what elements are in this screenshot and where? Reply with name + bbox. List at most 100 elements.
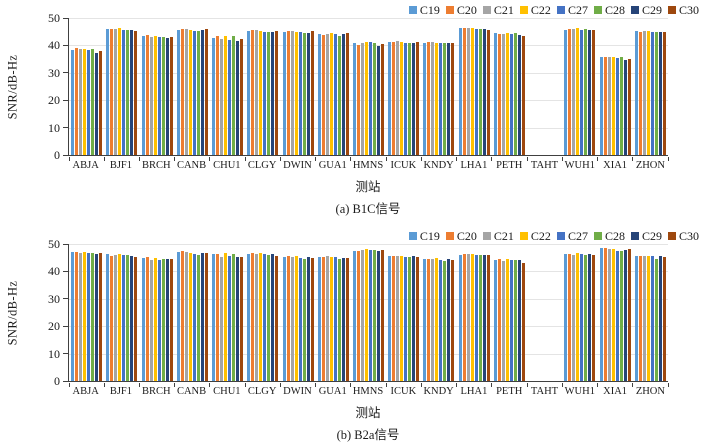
bar-c29-dwin bbox=[306, 32, 310, 155]
bar-c20-clgy bbox=[251, 253, 255, 381]
bar-c27-lha1 bbox=[474, 254, 478, 381]
x-category-label-wuh1: WUH1 bbox=[564, 160, 595, 171]
x-tick-mark bbox=[561, 383, 563, 387]
bar-c21-wuh1 bbox=[572, 254, 576, 381]
bar-c30-gua1 bbox=[345, 258, 349, 381]
bar-c29-icuk bbox=[412, 256, 416, 381]
bar-c19-xia1 bbox=[599, 57, 603, 155]
x-category-label-peth: PETH bbox=[496, 386, 523, 397]
gridline bbox=[69, 100, 668, 102]
bar-c21-gua1 bbox=[325, 33, 329, 155]
bar-c21-canb bbox=[184, 28, 188, 155]
bar-group-clgy bbox=[245, 18, 280, 155]
x-tick-mark bbox=[632, 157, 634, 161]
x-axis-title: 测站 bbox=[355, 180, 381, 194]
bar-c20-chu1 bbox=[216, 35, 220, 155]
legend-label-c27: C27 bbox=[567, 229, 588, 243]
bar-c27-lha1 bbox=[474, 28, 478, 155]
bar-c29-xia1 bbox=[623, 60, 627, 155]
legend-item-c22: C22 bbox=[519, 228, 551, 244]
bar-c22-hmns bbox=[364, 41, 368, 155]
bar-c30-kndy bbox=[451, 259, 455, 381]
bar-c29-brch bbox=[165, 258, 169, 381]
legend: C19 C20 C21 C22 C27 C28 C29 C30 bbox=[0, 228, 705, 244]
bar-group-icuk bbox=[386, 18, 421, 155]
bar-group-gua1 bbox=[316, 18, 351, 155]
x-category-label-lha1: LHA1 bbox=[460, 386, 488, 397]
bar-c20-hmns bbox=[356, 45, 360, 155]
x-category-label-gua1: GUA1 bbox=[318, 160, 347, 171]
bar-c22-xia1 bbox=[611, 56, 615, 155]
legend-label-c20: C20 bbox=[456, 229, 477, 243]
bar-c21-xia1 bbox=[607, 57, 611, 155]
bar-c21-canb bbox=[184, 251, 188, 381]
legend-item-c29: C29 bbox=[630, 228, 662, 244]
bar-group-taht bbox=[527, 18, 562, 155]
bar-group-kndy bbox=[421, 244, 456, 381]
y-axis-title: SNR/dB-Hz bbox=[5, 54, 20, 120]
bar-c30-canb bbox=[204, 253, 208, 381]
bar-c27-bjf1 bbox=[122, 254, 126, 381]
bar-c28-hmns bbox=[372, 42, 376, 155]
x-category-label-xia1: XIA1 bbox=[603, 386, 628, 397]
bar-group-xia1 bbox=[598, 18, 633, 155]
bar-c27-brch bbox=[157, 259, 161, 381]
bar-c19-bjf1 bbox=[106, 253, 110, 381]
bar-c19-lha1 bbox=[458, 254, 462, 381]
bar-c27-gua1 bbox=[333, 257, 337, 381]
bar-c19-dwin bbox=[282, 256, 286, 381]
bar-c19-lha1 bbox=[458, 28, 462, 155]
bar-c28-icuk bbox=[408, 42, 412, 155]
gridline bbox=[69, 353, 668, 355]
bar-c27-xia1 bbox=[615, 250, 619, 381]
bar-c22-wuh1 bbox=[576, 253, 580, 381]
bar-c27-wuh1 bbox=[580, 29, 584, 155]
bar-c29-abja bbox=[95, 253, 99, 381]
bar-c20-clgy bbox=[251, 30, 255, 155]
bar-c19-abja bbox=[71, 252, 75, 381]
bar-c29-xia1 bbox=[623, 250, 627, 381]
bar-c28-clgy bbox=[267, 254, 271, 381]
legend-label-c22: C22 bbox=[530, 3, 551, 17]
x-category-label-bjf1: BJF1 bbox=[109, 386, 133, 397]
legend-item-c21: C21 bbox=[482, 228, 514, 244]
bar-c21-abja bbox=[79, 252, 83, 381]
bar-c27-zhon bbox=[650, 31, 654, 155]
x-tick-mark bbox=[456, 383, 458, 387]
y-tick-mark bbox=[63, 380, 68, 382]
bar-c29-clgy bbox=[271, 254, 275, 381]
bar-c30-clgy bbox=[275, 255, 279, 381]
bar-group-zhon bbox=[633, 18, 668, 155]
bar-c21-chu1 bbox=[220, 39, 224, 155]
bar-c21-zhon bbox=[642, 255, 646, 381]
bar-c19-wuh1 bbox=[564, 254, 568, 381]
bar-c19-bjf1 bbox=[106, 29, 110, 155]
legend-item-c19: C19 bbox=[408, 228, 440, 244]
bar-c30-peth bbox=[521, 35, 525, 155]
x-category-label-brch: BRCH bbox=[141, 386, 171, 397]
bar-c20-gua1 bbox=[321, 35, 325, 155]
bar-c28-xia1 bbox=[619, 56, 623, 155]
gridline bbox=[69, 72, 668, 74]
bar-c22-dwin bbox=[294, 31, 298, 155]
x-axis-title: 测站 bbox=[355, 406, 381, 420]
x-category-label-peth: PETH bbox=[496, 160, 523, 171]
bar-c28-bjf1 bbox=[126, 30, 130, 155]
bar-c30-lha1 bbox=[486, 255, 490, 381]
bar-c19-kndy bbox=[423, 259, 427, 381]
bar-group-brch bbox=[139, 244, 174, 381]
gridline bbox=[69, 18, 668, 19]
bar-c28-zhon bbox=[654, 31, 658, 155]
bar-c29-peth bbox=[517, 34, 521, 155]
bar-group-dwin bbox=[280, 244, 315, 381]
x-tick-mark bbox=[68, 383, 70, 387]
bar-c21-brch bbox=[149, 259, 153, 381]
bar-c30-chu1 bbox=[240, 256, 244, 381]
y-tick-mark bbox=[63, 99, 68, 101]
x-tick-mark bbox=[209, 157, 211, 161]
bar-c30-abja bbox=[99, 253, 103, 381]
bar-c22-bjf1 bbox=[118, 253, 122, 381]
y-tick-label: 10 bbox=[48, 346, 60, 361]
x-tick-mark bbox=[491, 383, 493, 387]
bar-c27-xia1 bbox=[615, 58, 619, 155]
